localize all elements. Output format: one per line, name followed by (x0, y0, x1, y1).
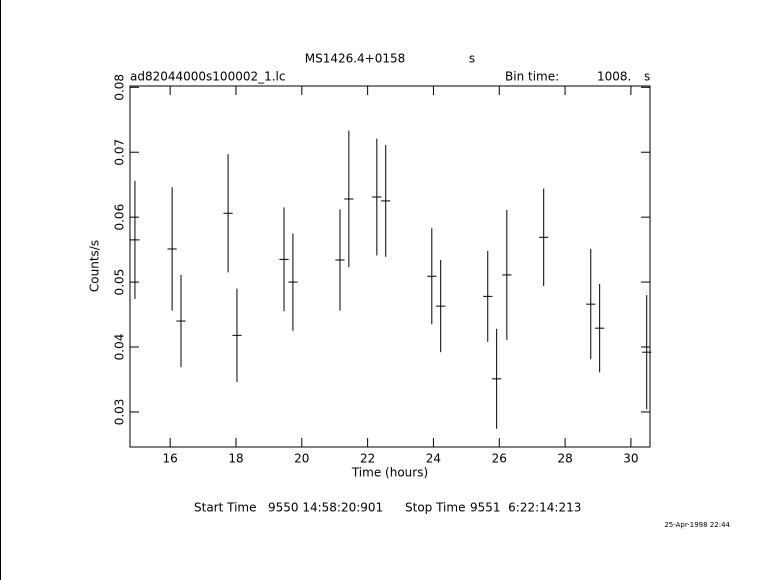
start-label: Start Time (194, 501, 257, 515)
title-unit: s (469, 52, 475, 66)
y-tick-label: 0.08 (113, 74, 127, 101)
x-tick-label: 18 (228, 452, 243, 466)
y-axis-label: Counts/s (88, 240, 102, 292)
x-tick-label: 24 (426, 452, 441, 466)
chart-title: MS1426.4+0158 (305, 52, 406, 66)
y-tick-label: 0.06 (113, 204, 127, 231)
stop-time: 9551 6:22:14:213 (470, 501, 581, 515)
bin-time-unit: s (644, 70, 650, 84)
y-tick-label: 0.07 (113, 139, 127, 166)
date-stamp: 25-Apr-1998 22:44 (664, 521, 730, 529)
x-tick-label: 16 (163, 452, 178, 466)
y-tick-label: 0.03 (113, 399, 127, 426)
x-tick-label: 20 (294, 452, 309, 466)
bin-time: 1008. (597, 70, 631, 84)
start-time: 9550 14:58:20:901 (268, 501, 383, 515)
stop-label: Stop Time (405, 501, 465, 515)
x-tick-label: 26 (492, 452, 507, 466)
x-axis-label: Time (hours) (351, 466, 428, 480)
x-tick-label: 22 (360, 452, 375, 466)
x-tick-label: 30 (623, 452, 638, 466)
subtitle: ad82044000s100002_1.lc (130, 70, 286, 84)
x-tick-label: 28 (557, 452, 572, 466)
plot-frame (129, 85, 651, 448)
y-tick-label: 0.05 (113, 269, 127, 296)
bin-time-label: Bin time: (505, 70, 559, 84)
y-tick-label: 0.04 (113, 334, 127, 361)
